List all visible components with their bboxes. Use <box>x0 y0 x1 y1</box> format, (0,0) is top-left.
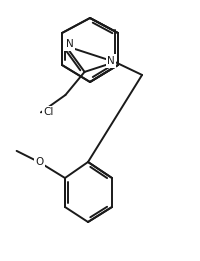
Text: Cl: Cl <box>44 107 54 117</box>
Text: N: N <box>107 56 115 66</box>
Text: N: N <box>66 39 74 49</box>
Text: O: O <box>35 157 44 167</box>
